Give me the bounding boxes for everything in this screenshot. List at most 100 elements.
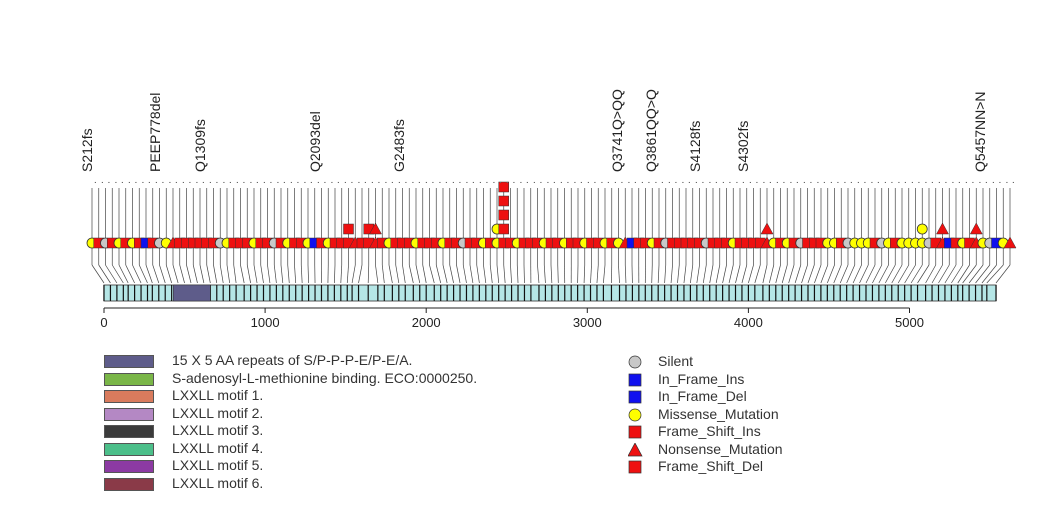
fan-line [246, 264, 251, 284]
fan-line [794, 264, 802, 284]
mutation-dot-label: . [458, 181, 470, 184]
square-icon [628, 425, 642, 439]
mutation-marker [498, 223, 509, 235]
mutation-dot-label: . [917, 181, 929, 184]
fan-line [827, 264, 835, 284]
fan-line [846, 264, 856, 284]
mutation-dot-label: . [479, 181, 491, 184]
mutation-dot-label: . [722, 181, 734, 184]
mutation-dot-label: . [803, 181, 815, 184]
fan-line [159, 264, 166, 284]
mutation-dot-label: . [985, 181, 997, 184]
mutation-legend-label: Missense_Mutation [658, 405, 779, 422]
mutation-label: Q3861QQ>Q [643, 89, 659, 172]
fan-line [651, 264, 653, 284]
fan-line [186, 264, 192, 284]
mutation-dot-label: . [1005, 181, 1017, 184]
fan-line [381, 264, 385, 284]
mutation-label: S4302fs [735, 121, 751, 172]
fan-line [981, 264, 997, 284]
mutation-dot-label: . [823, 181, 835, 184]
mutation-marker [760, 222, 774, 235]
fan-line [294, 264, 297, 284]
mutation-dot-label: . [148, 181, 160, 184]
protein-domain [173, 284, 211, 302]
mutation-dot-label: . [600, 181, 612, 184]
mutation-dot-label: . [519, 181, 531, 184]
mutation-dot-label: . [654, 181, 666, 184]
mutation-dot-label: . [94, 181, 106, 184]
mutation-dot-label: . [445, 181, 457, 184]
fan-line [801, 264, 808, 284]
fan-line [938, 264, 950, 284]
mutation-dot-label: . [155, 181, 167, 184]
mutation-dot-label: . [377, 181, 389, 184]
mutation-label: S212fs [79, 128, 95, 172]
mutation-dot-label: . [614, 181, 626, 184]
mutation-dot-label: . [533, 181, 545, 184]
fan-line [735, 264, 741, 284]
mutation-dot-label: . [850, 181, 862, 184]
fan-line [125, 264, 135, 284]
fan-line [807, 264, 815, 284]
fan-line [754, 264, 761, 284]
mutation-dot-label: . [323, 181, 335, 184]
mutation-dot-label: . [924, 181, 936, 184]
mutation-label: Q2093del [307, 111, 323, 172]
mutation-dot-label: . [101, 181, 113, 184]
fan-line [132, 264, 142, 284]
fan-line [510, 264, 512, 284]
fan-line [951, 264, 964, 284]
x-tick-label: 5000 [895, 315, 924, 330]
fan-line [762, 264, 768, 284]
mutation-dot-label: . [398, 181, 410, 184]
fan-line [408, 264, 414, 284]
mutation-dot-label: . [161, 181, 173, 184]
fan-line [516, 264, 519, 284]
fan-line [287, 264, 290, 284]
legend-swatch [104, 390, 154, 403]
fan-line [206, 264, 211, 284]
fan-line [683, 264, 687, 284]
mutation-dot-label: . [944, 181, 956, 184]
fan-line [709, 264, 714, 284]
lollipop-plot: 0 1000 2000 3000 4000 5000...................… [79, 89, 1017, 330]
fan-line [944, 264, 957, 284]
fan-line [340, 264, 343, 284]
mutation-dot-label: . [249, 181, 261, 184]
fan-line [442, 264, 448, 284]
fan-line [722, 264, 727, 284]
mutation-dot-label: . [344, 181, 356, 184]
fan-line [105, 264, 118, 284]
fan-line [435, 264, 442, 284]
fan-line [543, 264, 546, 284]
fan-line [624, 264, 627, 284]
mutation-dot-label: . [641, 181, 653, 184]
fan-line [307, 264, 309, 284]
mutation-label: PEEP778del [147, 93, 163, 172]
legend-swatch [104, 477, 154, 491]
mutation-dot-label: . [749, 181, 761, 184]
fan-line [975, 264, 991, 284]
mutation-dot-label: . [560, 181, 572, 184]
mutation-dot-label: . [958, 181, 970, 184]
fan-line [165, 264, 172, 284]
mutation-dot-label: . [141, 181, 153, 184]
mutation-label: G2483fs [391, 119, 407, 172]
mutation-dot-label: . [816, 181, 828, 184]
protein-bar [103, 284, 997, 302]
mutation-legend-label: Nonsense_Mutation [658, 440, 783, 457]
fan-line [367, 264, 370, 284]
fan-line [788, 264, 795, 284]
fan-line [346, 264, 349, 284]
mutation-dot-label: . [499, 181, 511, 184]
x-tick-label: 2000 [412, 315, 441, 330]
fan-line [537, 264, 540, 284]
fan-line [118, 264, 129, 284]
fan-line [462, 264, 467, 284]
mutation-dot-label: . [506, 181, 518, 184]
mutation-dot-label: . [776, 181, 788, 184]
fan-line [852, 264, 862, 284]
fan-line [273, 264, 277, 284]
fan-line [213, 264, 218, 284]
